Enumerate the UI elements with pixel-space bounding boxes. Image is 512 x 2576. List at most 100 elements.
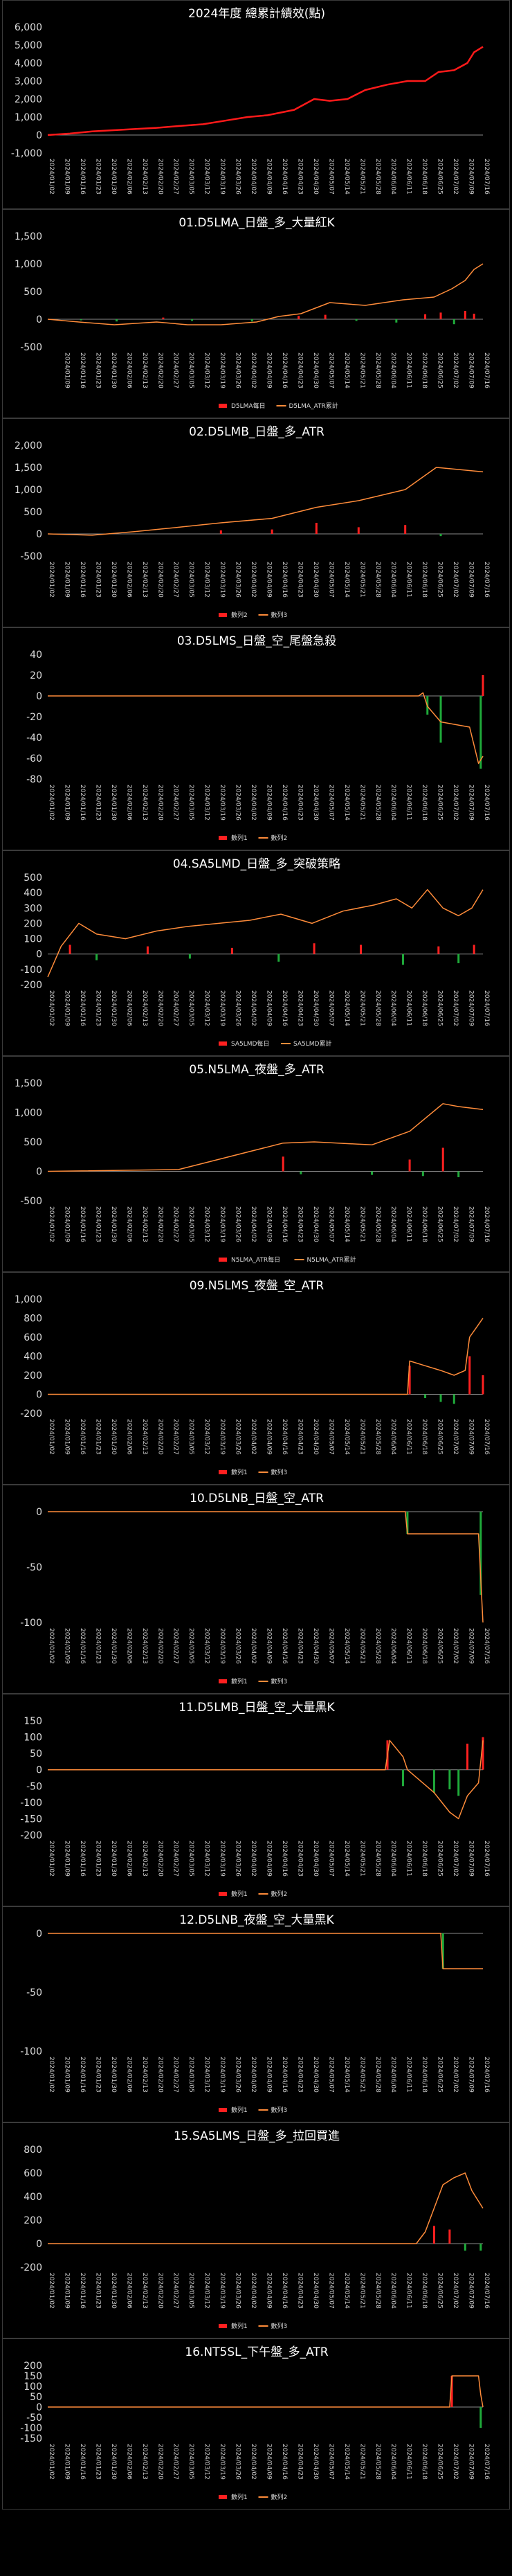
x-tick-label: 2024/02/06 bbox=[125, 562, 132, 598]
x-tick-label: 2024/04/16 bbox=[281, 1419, 288, 1455]
x-tick-label: 2024/03/26 bbox=[235, 159, 241, 195]
y-tick-label: 1,000 bbox=[15, 1294, 42, 1305]
x-tick-label: 2024/01/09 bbox=[63, 2057, 70, 2093]
bar bbox=[424, 314, 427, 319]
y-tick-label: 1,000 bbox=[15, 259, 42, 270]
x-tick-label: 2024/06/25 bbox=[437, 159, 444, 195]
x-tick-label: 2024/03/05 bbox=[188, 990, 194, 1026]
x-tick-label: 2024/06/18 bbox=[421, 1628, 428, 1664]
x-tick-label: 2024/01/23 bbox=[94, 159, 101, 195]
bar bbox=[298, 316, 300, 319]
x-tick-label: 2024/04/23 bbox=[296, 1841, 303, 1877]
x-tick-label: 2024/04/09 bbox=[266, 562, 273, 598]
x-tick-label: 2024/06/18 bbox=[421, 2444, 428, 2480]
bar bbox=[191, 319, 194, 321]
y-tick-label: -100 bbox=[20, 1618, 42, 1629]
y-tick-label: 150 bbox=[24, 2371, 42, 2382]
x-tick-label: 2024/01/23 bbox=[94, 1628, 101, 1664]
y-tick-label: 600 bbox=[24, 1332, 42, 1343]
x-tick-label: 2024/01/09 bbox=[63, 159, 70, 195]
x-tick-label: 2024/05/28 bbox=[374, 2057, 381, 2093]
y-tick-label: 50 bbox=[30, 1748, 42, 1760]
legend-label: 數列1 bbox=[231, 2322, 248, 2330]
x-tick-label: 2024/01/16 bbox=[79, 1841, 86, 1877]
chart-svg: 11.D5LMB_日盤_空_大量黑K -200 -150 -100 -50 0 50 100 1… bbox=[20, 1701, 490, 1898]
chart-panel: 03.D5LMS_日盤_空_尾盤急殺 -80 -60 -40 -20 0 20 40 2024/… bbox=[2, 627, 510, 850]
y-tick-label: -200 bbox=[20, 1830, 42, 1841]
x-tick-label: 2024/03/12 bbox=[203, 2273, 210, 2309]
x-tick-label: 2024/05/14 bbox=[343, 2444, 350, 2480]
x-tick-label: 2024/03/19 bbox=[219, 159, 226, 195]
x-tick-label: 2024/02/13 bbox=[141, 352, 148, 388]
x-tick-label: 2024/07/09 bbox=[468, 1628, 475, 1664]
bar bbox=[448, 1769, 451, 1789]
y-tick-label: -500 bbox=[20, 342, 42, 353]
x-tick-label: 2024/02/06 bbox=[125, 159, 132, 195]
x-tick-label: 2024/05/28 bbox=[374, 1841, 381, 1877]
x-tick-label: 2024/07/09 bbox=[468, 2057, 475, 2093]
y-tick-label: 1,500 bbox=[15, 1078, 42, 1089]
bar bbox=[457, 1769, 460, 1796]
x-tick-label: 2024/04/23 bbox=[296, 1628, 303, 1664]
bar bbox=[277, 954, 280, 962]
x-tick-label: 2024/04/16 bbox=[281, 1841, 288, 1877]
x-tick-label: 2024/04/16 bbox=[281, 2273, 288, 2309]
x-tick-label: 2024/04/02 bbox=[250, 352, 257, 388]
x-tick-label: 2024/05/28 bbox=[374, 2444, 381, 2480]
chart-svg: 05.N5LMA_夜盤_多_ATR -500 0 500 1,000 1,500 2024/… bbox=[15, 1063, 490, 1264]
chart-title: 11.D5LMB_日盤_空_大量黑K bbox=[179, 1701, 335, 1715]
bar bbox=[313, 943, 316, 954]
x-tick-label: 2024/07/09 bbox=[468, 2444, 475, 2480]
x-tick-label: 2024/02/13 bbox=[141, 785, 148, 821]
x-tick-label: 2024/05/28 bbox=[374, 562, 381, 598]
x-tick-label: 2024/02/20 bbox=[156, 2444, 163, 2480]
x-tick-label: 2024/05/07 bbox=[327, 1419, 334, 1455]
x-tick-label: 2024/02/20 bbox=[156, 159, 163, 195]
bar bbox=[80, 319, 82, 321]
x-tick-label: 2024/02/20 bbox=[156, 1628, 163, 1664]
x-tick-label: 2024/01/02 bbox=[48, 159, 55, 195]
chart-panel: 11.D5LMB_日盤_空_大量黑K -200 -150 -100 -50 0 50 100 1… bbox=[2, 1694, 510, 1906]
x-tick-label: 2024/05/14 bbox=[343, 1841, 350, 1877]
bar bbox=[473, 945, 475, 954]
bar bbox=[479, 2244, 482, 2251]
y-tick-label: -200 bbox=[20, 980, 42, 991]
chart-title: 02.D5LMB_日盤_多_ATR bbox=[189, 425, 324, 439]
bar bbox=[324, 314, 327, 319]
y-tick-label: 1,000 bbox=[15, 485, 42, 496]
y-tick-label: 0 bbox=[36, 1390, 42, 1401]
x-tick-label: 2024/02/27 bbox=[172, 1206, 179, 1242]
chart-title: 15.SA5LMS_日盤_多_拉回買進 bbox=[174, 2129, 340, 2143]
x-tick-label: 2024/04/23 bbox=[296, 2057, 303, 2093]
x-tick-label: 2024/06/18 bbox=[421, 352, 428, 388]
x-tick-label: 2024/02/27 bbox=[172, 990, 179, 1026]
legend-label: 數列3 bbox=[271, 1468, 288, 1476]
x-tick-label: 2024/04/23 bbox=[296, 1419, 303, 1455]
y-tick-label: 2,000 bbox=[15, 440, 42, 451]
legend-label: 數列2 bbox=[231, 611, 248, 619]
bar bbox=[482, 675, 484, 696]
bar bbox=[401, 1769, 404, 1787]
x-tick-label: 2024/03/19 bbox=[219, 2444, 226, 2480]
x-tick-label: 2024/02/20 bbox=[156, 1206, 163, 1242]
y-tick-label: 0 bbox=[36, 1929, 42, 1940]
x-tick-label: 2024/06/18 bbox=[421, 2057, 428, 2093]
x-tick-label: 2024/06/25 bbox=[437, 2057, 444, 2093]
x-tick-label: 2024/04/09 bbox=[266, 1206, 273, 1242]
bar bbox=[371, 1171, 374, 1175]
x-tick-label: 2024/01/09 bbox=[63, 990, 70, 1026]
x-tick-label: 2024/01/30 bbox=[110, 1419, 117, 1455]
bar bbox=[439, 312, 442, 319]
x-tick-label: 2024/06/25 bbox=[437, 785, 444, 821]
legend-label: 數列1 bbox=[231, 2106, 248, 2114]
x-tick-label: 2024/05/21 bbox=[358, 785, 365, 821]
x-tick-label: 2024/03/26 bbox=[235, 785, 241, 821]
y-tick-label: 3,000 bbox=[15, 76, 42, 87]
y-tick-label: -60 bbox=[26, 753, 42, 764]
y-tick-label: 500 bbox=[24, 1137, 42, 1148]
bar bbox=[95, 954, 98, 960]
y-tick-label: 200 bbox=[24, 2361, 42, 2372]
x-tick-label: 2024/06/11 bbox=[405, 1206, 412, 1242]
bar bbox=[468, 1356, 471, 1395]
x-tick-label: 2024/03/12 bbox=[203, 352, 210, 388]
